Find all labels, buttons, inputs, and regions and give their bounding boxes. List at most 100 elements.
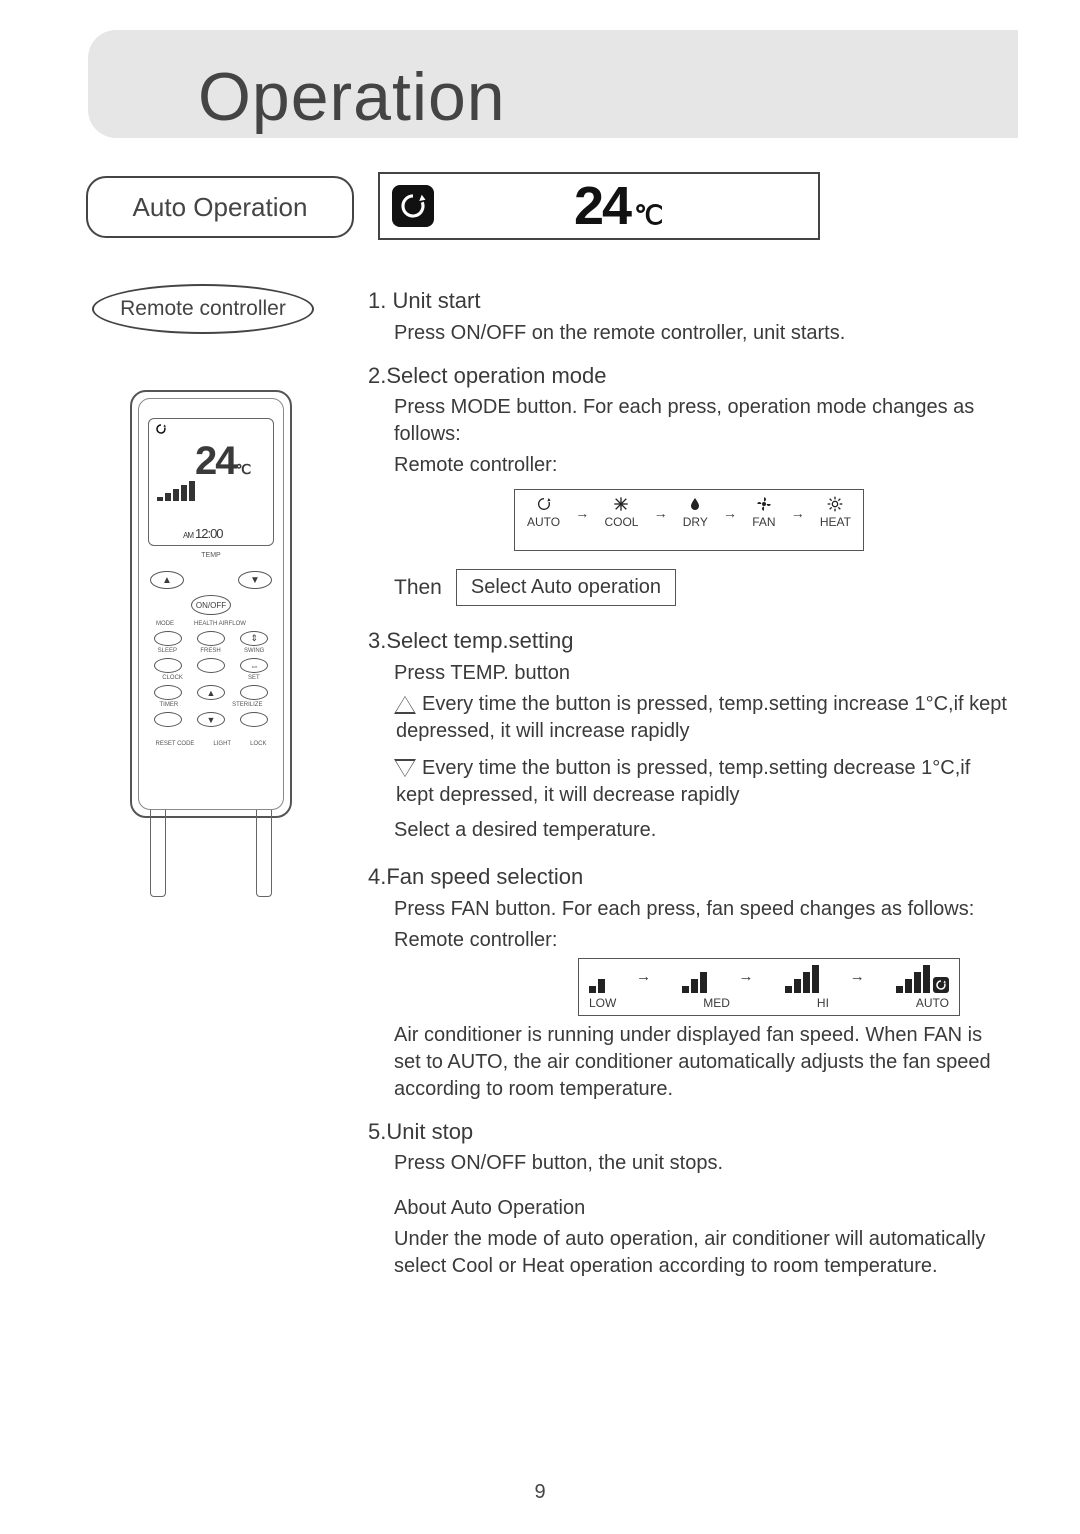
step2-sub: Remote controller: <box>394 452 1008 479</box>
triangle-up-icon <box>396 697 414 712</box>
remote-controller-diagram: 24℃ AM12:00 TEMP ▲ ▼ ON/OFF MODE HEALTH … <box>130 390 292 900</box>
remote-lcd: 24℃ AM12:00 <box>148 418 274 546</box>
remote-lcd-time: 12:00 <box>195 526 223 541</box>
fan-cycle-diagram: → → → LOW MED HI AUTO <box>578 958 960 1016</box>
mode-cool: COOL <box>604 496 638 530</box>
auto-operation-text: Auto Operation <box>133 192 308 223</box>
arrow-icon: → <box>850 967 865 987</box>
page-number: 9 <box>0 1481 1080 1504</box>
mode-dry: DRY <box>683 496 708 530</box>
sterilize-button[interactable] <box>240 712 268 727</box>
label-timer: TIMER <box>159 702 178 708</box>
airflow-dir-button[interactable]: ⇕ <box>240 631 268 646</box>
arrow-icon: → <box>654 504 668 523</box>
remote-lcd-temp-value: 24 <box>195 439 236 483</box>
fan-level-med <box>682 972 707 993</box>
triangle-down-icon <box>396 761 414 776</box>
power-off-text: OFF <box>210 601 226 610</box>
clock-button[interactable] <box>154 685 182 700</box>
fan-level-low <box>589 979 605 993</box>
fan-level-hi <box>785 965 819 993</box>
label-swing: SWING <box>244 648 264 654</box>
step1-head: 1. Unit start <box>368 286 1008 316</box>
temp-down-button[interactable]: ▼ <box>238 571 272 589</box>
remote-lcd-temp: 24℃ <box>195 439 249 484</box>
label-light: LIGHT <box>213 741 231 747</box>
power-button[interactable]: ON/OFF <box>191 595 231 615</box>
remote-buttons: TEMP ▲ ▼ ON/OFF MODE HEALTH AIRFLOW ⇕ SL… <box>146 552 276 802</box>
step5-body: Press ON/OFF button, the unit stops. <box>394 1150 1008 1177</box>
down-button[interactable]: ▼ <box>197 712 225 727</box>
mode-button[interactable] <box>154 631 182 646</box>
step4-body: Press FAN button. For each press, fan sp… <box>394 896 1008 923</box>
label-sterilize: STERILIZE <box>232 702 262 708</box>
temp-up-button[interactable]: ▲ <box>150 571 184 589</box>
set-button[interactable] <box>240 685 268 700</box>
arrow-icon: → <box>723 504 737 523</box>
then-row: Then Select Auto operation <box>394 569 1008 606</box>
auto-fan-icon <box>933 977 949 993</box>
remote-controller-label: Remote controller <box>92 284 314 334</box>
remote-temp-label: TEMP <box>146 552 276 559</box>
arrow-icon: → <box>575 504 589 523</box>
step3-down: Every time the button is pressed, temp.s… <box>394 755 1008 809</box>
fan-label-med: MED <box>703 995 730 1011</box>
label-lock: LOCK <box>250 741 266 747</box>
step4-tail: Air conditioner is running under display… <box>394 1022 1008 1103</box>
timer-button[interactable] <box>154 712 182 727</box>
step2-body: Press MODE button. For each press, opera… <box>394 394 1008 448</box>
remote-lcd-ampm: AM <box>183 531 193 540</box>
remote-stand <box>150 810 272 898</box>
arrow-icon: → <box>636 967 651 987</box>
fan-label-low: LOW <box>589 995 616 1011</box>
arrow-icon: → <box>738 967 753 987</box>
auto-mode-icon <box>392 185 434 227</box>
step3-up-text: Every time the button is pressed, temp.s… <box>396 693 1007 742</box>
step3-body: Press TEMP. button <box>394 660 1008 687</box>
label-set: SET <box>248 675 260 681</box>
fan-label-hi: HI <box>817 995 829 1011</box>
remote-lcd-clock: AM12:00 <box>183 526 223 541</box>
page-title: Operation <box>198 58 506 136</box>
step4-head: 4.Fan speed selection <box>368 862 1008 892</box>
about-head: About Auto Operation <box>394 1195 1008 1222</box>
mode-cycle-diagram: AUTO → COOL → DRY → FAN → HEAT <box>514 489 864 551</box>
step3-tail: Select a desired temperature. <box>394 817 1008 844</box>
health-airflow-button[interactable] <box>197 631 225 646</box>
remote-lcd-mode-icon <box>155 423 167 438</box>
title-band: Operation <box>88 30 1018 138</box>
up-button[interactable]: ▲ <box>197 685 225 700</box>
page: Operation Auto Operation 24 ℃ Remote con… <box>0 0 1080 1534</box>
step3-up: Every time the button is pressed, temp.s… <box>394 691 1008 745</box>
swing-button[interactable]: ⇔ <box>240 658 268 673</box>
then-label: Then <box>394 574 442 602</box>
mode-fan: FAN <box>752 496 775 530</box>
label-sleep: SLEEP <box>158 648 177 654</box>
label-reset: RESET CODE <box>156 741 195 747</box>
sleep-button[interactable] <box>154 658 182 673</box>
step1-body: Press ON/OFF on the remote controller, u… <box>394 320 1008 347</box>
lcd-display: 24 ℃ <box>378 172 820 240</box>
step3-head: 3.Select temp.setting <box>368 626 1008 656</box>
step5-head: 5.Unit stop <box>368 1117 1008 1147</box>
then-box: Select Auto operation <box>456 569 676 606</box>
step3-down-text: Every time the button is pressed, temp.s… <box>396 757 970 806</box>
instructions: 1. Unit start Press ON/OFF on the remote… <box>368 272 1008 1280</box>
label-clock: CLOCK <box>162 675 183 681</box>
mode-auto: AUTO <box>527 496 560 530</box>
step4-sub: Remote controller: <box>394 927 1008 954</box>
fresh-button[interactable] <box>197 658 225 673</box>
arrow-icon: → <box>791 504 805 523</box>
remote-lcd-signal-bars <box>157 481 195 501</box>
lcd-temp-value: 24 <box>574 175 630 237</box>
mode-heat: HEAT <box>820 496 851 530</box>
power-on-text: ON <box>196 601 208 610</box>
remote-controller-label-text: Remote controller <box>120 297 286 321</box>
step2-head: 2.Select operation mode <box>368 361 1008 391</box>
fan-label-auto: AUTO <box>916 995 949 1011</box>
about-body: Under the mode of auto operation, air co… <box>394 1226 1008 1280</box>
fan-level-auto <box>896 965 949 993</box>
label-fresh: FRESH <box>200 648 220 654</box>
label-health-airflow: HEALTH AIRFLOW <box>194 621 246 627</box>
lcd-temp-unit: ℃ <box>634 200 661 231</box>
